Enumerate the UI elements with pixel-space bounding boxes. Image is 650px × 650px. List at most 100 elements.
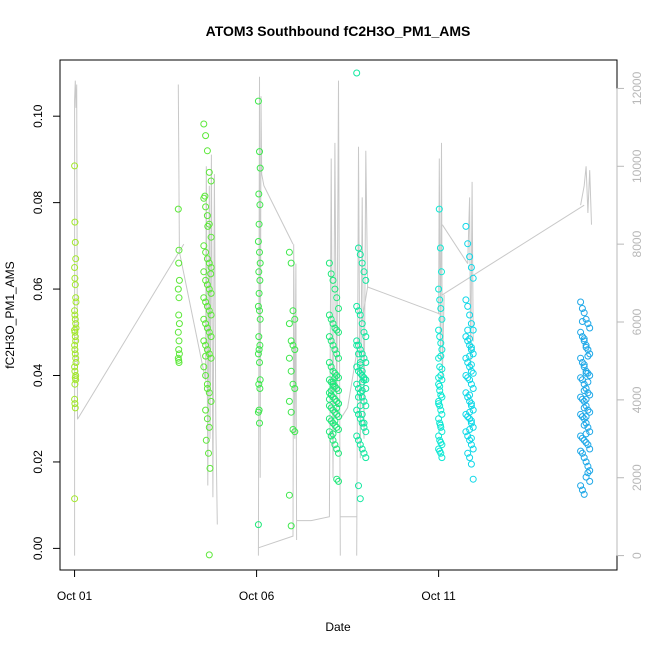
- data-point: [467, 361, 475, 369]
- data-point: [256, 259, 264, 267]
- data-point: [356, 251, 364, 258]
- data-point: [254, 238, 262, 245]
- data-point: [362, 385, 370, 392]
- y-tick-label: 0.10: [31, 104, 45, 128]
- data-point: [331, 285, 339, 293]
- y-axis-label: fC2H3O_PM1_AMS: [3, 261, 17, 368]
- data-point: [255, 289, 263, 297]
- data-point: [71, 367, 79, 375]
- data-point: [335, 305, 342, 312]
- data-point: [205, 307, 213, 315]
- data-point: [205, 551, 213, 559]
- data-point: [327, 417, 335, 425]
- data-point: [435, 374, 443, 382]
- data-point: [331, 346, 339, 354]
- data-point: [438, 410, 446, 418]
- data-point: [329, 419, 337, 427]
- y2-tick-label: 6000: [630, 308, 644, 335]
- y-tick-label: 0.02: [31, 450, 45, 474]
- data-point: [207, 270, 215, 278]
- data-point: [436, 363, 444, 371]
- data-point: [287, 367, 295, 375]
- y2-tick-label: 8000: [630, 230, 644, 257]
- altitude-lines: [74, 76, 592, 556]
- altitude-line-4: [257, 76, 294, 556]
- data-point: [203, 281, 211, 289]
- x-axis-label: Date: [325, 620, 351, 634]
- data-point: [436, 387, 444, 395]
- altitude-line-14: [442, 204, 585, 296]
- data-point: [462, 333, 470, 341]
- data-point: [578, 395, 586, 403]
- data-point: [466, 311, 474, 319]
- data-point: [437, 449, 445, 457]
- data-point: [254, 408, 262, 416]
- data-point: [438, 365, 446, 373]
- data-point: [202, 320, 210, 328]
- data-point: [206, 464, 214, 472]
- data-point: [353, 337, 361, 345]
- data-point: [255, 380, 263, 388]
- data-point: [205, 350, 213, 358]
- data-point: [203, 380, 211, 388]
- data-point: [202, 341, 210, 349]
- data-point: [325, 311, 333, 319]
- data-point: [201, 192, 209, 200]
- altitude-line-6: [296, 80, 341, 556]
- data-point: [175, 259, 183, 267]
- data-point: [360, 328, 368, 336]
- data-point: [287, 259, 295, 267]
- data-point: [175, 350, 183, 358]
- y-tick-label: 0.04: [31, 363, 45, 387]
- altitude-line-2: [177, 84, 207, 381]
- data-point: [174, 285, 182, 293]
- y2-tick-label: 12000: [630, 71, 644, 105]
- data-point: [584, 378, 592, 386]
- data-point: [205, 259, 213, 267]
- data-point: [584, 352, 592, 360]
- data-point: [464, 374, 472, 382]
- data-point: [256, 419, 263, 427]
- data-point: [437, 372, 445, 379]
- data-point: [200, 294, 208, 302]
- data-point: [435, 400, 443, 408]
- data-point: [256, 341, 264, 349]
- data-point: [175, 346, 183, 354]
- data-point: [467, 400, 475, 408]
- data-point: [580, 454, 588, 462]
- data-point: [437, 305, 445, 312]
- data-point: [580, 363, 588, 371]
- altitude-line-5: [258, 244, 298, 549]
- data-point: [203, 324, 211, 332]
- data-point: [438, 428, 446, 436]
- data-point: [467, 417, 475, 425]
- data-point: [467, 380, 475, 388]
- data-point: [71, 307, 79, 315]
- data-point: [333, 445, 341, 453]
- data-point: [325, 259, 333, 267]
- data-point: [335, 400, 342, 408]
- data-point: [582, 385, 590, 392]
- data-point: [356, 389, 364, 397]
- data-point: [254, 350, 262, 358]
- data-point: [327, 387, 335, 395]
- data-point: [335, 426, 342, 433]
- data-point: [333, 294, 341, 302]
- data-point: [333, 475, 341, 483]
- data-point: [578, 434, 586, 442]
- data-point: [202, 248, 210, 256]
- data-point: [72, 320, 80, 328]
- data-point: [255, 346, 263, 354]
- data-point: [356, 415, 364, 423]
- data-point: [582, 395, 590, 403]
- data-point: [207, 233, 215, 241]
- data-point: [325, 333, 333, 341]
- data-point: [360, 419, 368, 427]
- data-point: [464, 432, 472, 440]
- data-point: [71, 346, 79, 354]
- data-point: [358, 410, 366, 418]
- data-point: [358, 259, 366, 267]
- data-point: [327, 315, 335, 323]
- altitude-line-0: [74, 80, 78, 556]
